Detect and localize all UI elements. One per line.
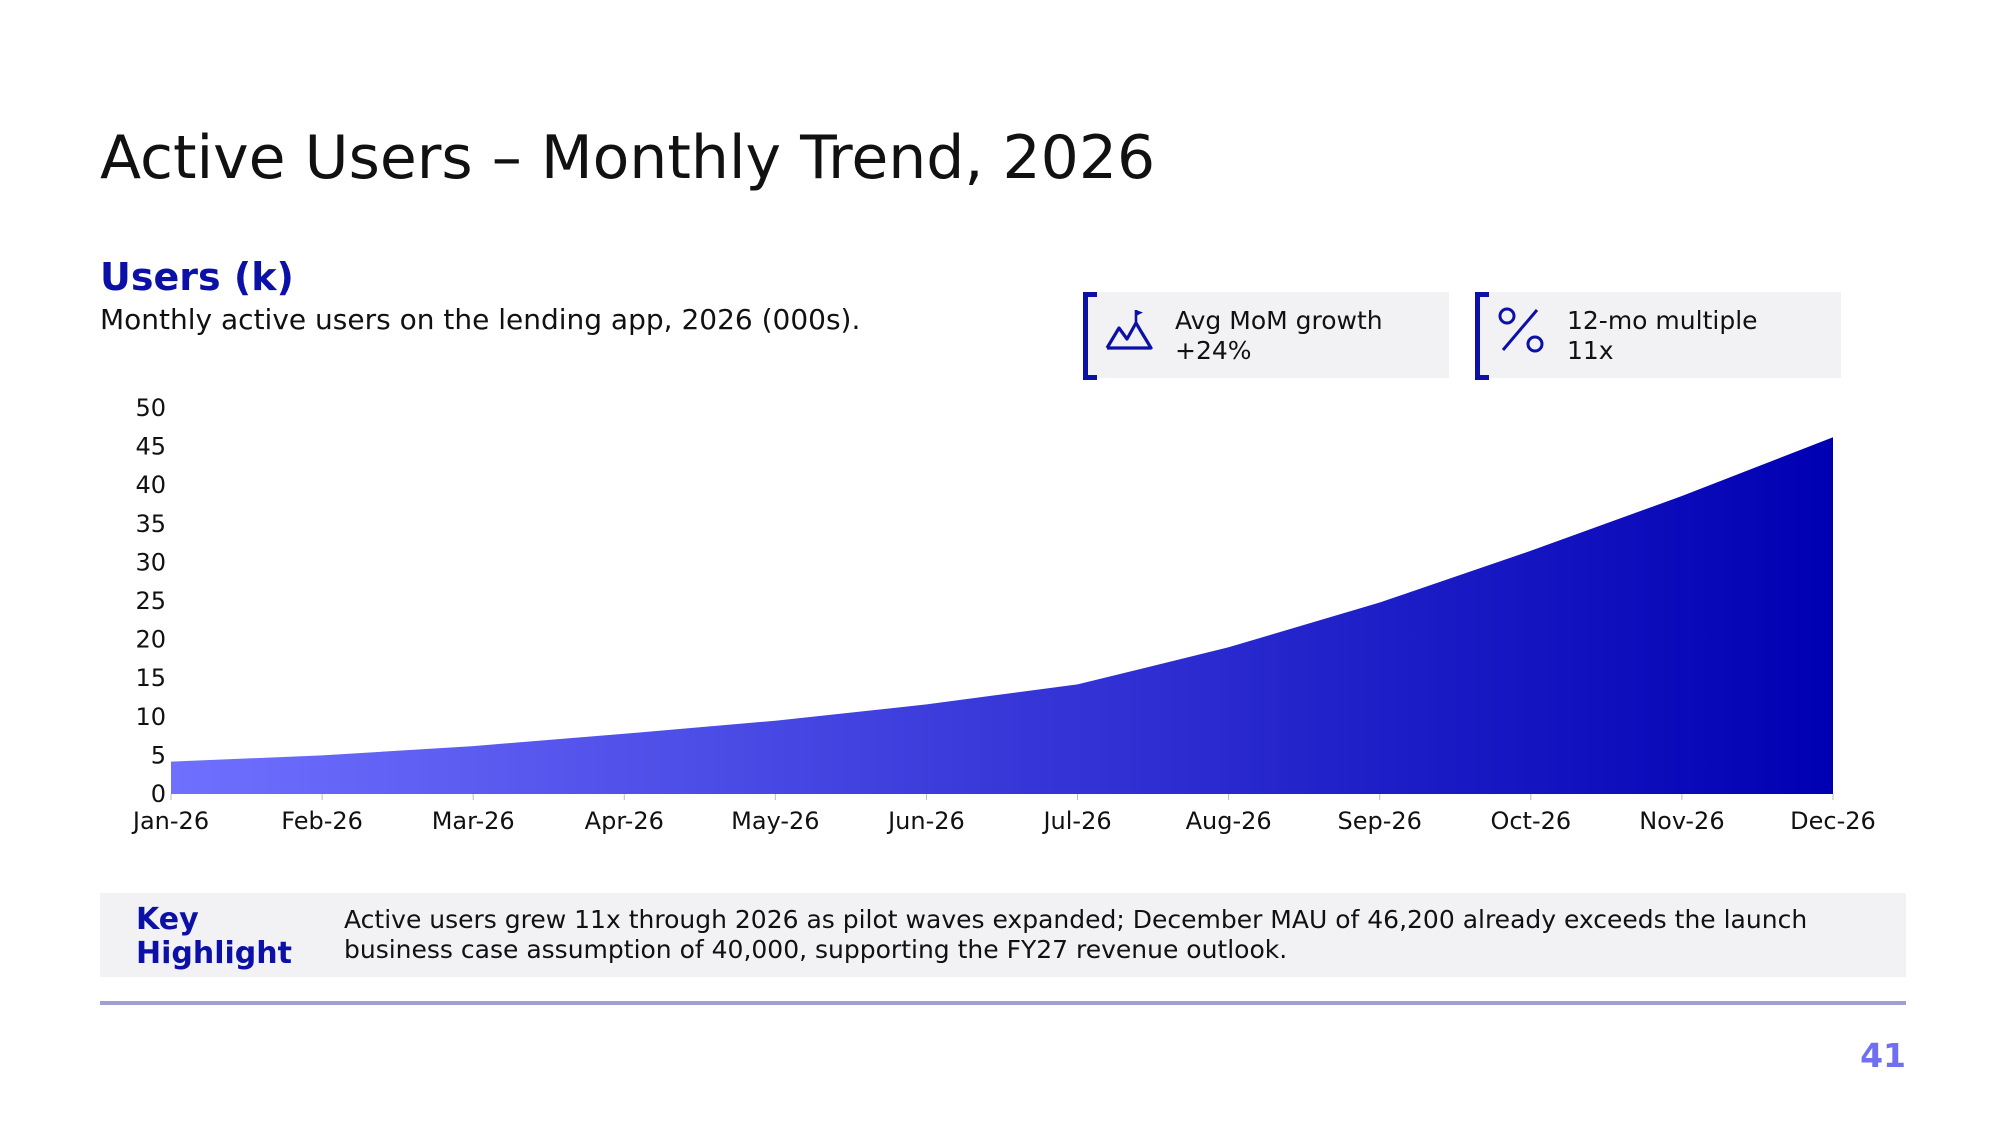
- x-tick-label: Mar-26: [432, 807, 515, 835]
- kpi-card-multiple: 12-mo multiple 11x: [1475, 292, 1841, 380]
- x-axis: Jan-26 Feb-26 Mar-26 Apr-26 May-26 Jun-26 Jul-…: [131, 794, 1876, 835]
- y-tick-label: 25: [135, 587, 166, 615]
- x-tick-label: Dec-26: [1790, 807, 1876, 835]
- kpi-value: 11x: [1567, 336, 1614, 365]
- y-tick-label: 50: [135, 394, 166, 422]
- kpi-value: +24%: [1175, 336, 1252, 365]
- kpi-label: Avg MoM growth: [1175, 306, 1383, 335]
- x-tick-label: Jun-26: [886, 807, 965, 835]
- y-tick-label: 45: [135, 433, 166, 461]
- y-tick-label: 40: [135, 471, 166, 499]
- y-tick-label: 5: [151, 741, 166, 769]
- x-tick-label: Oct-26: [1490, 807, 1571, 835]
- y-tick-label: 10: [135, 703, 166, 731]
- footer-rule: [100, 1001, 1906, 1005]
- kpi-bracket: [1475, 292, 1489, 380]
- x-tick-label: Nov-26: [1639, 807, 1724, 835]
- highlight-text: Active users grew 11x through 2026 as pi…: [344, 905, 1808, 964]
- y-tick-label: 35: [135, 510, 166, 538]
- section-title: Users (k): [100, 255, 294, 299]
- kpi-label: 12-mo multiple: [1567, 306, 1758, 335]
- x-tick-label: May-26: [731, 807, 819, 835]
- y-tick-label: 15: [135, 664, 166, 692]
- kpi-text: Avg MoM growth +24%: [1175, 306, 1383, 366]
- page-number: 41: [1860, 1036, 1906, 1075]
- kpi-card-growth: Avg MoM growth +24%: [1083, 292, 1449, 380]
- x-tick-label: Sep-26: [1338, 807, 1422, 835]
- x-tick-label: Feb-26: [281, 807, 363, 835]
- percent-icon: [1498, 307, 1544, 353]
- kpi-bracket: [1083, 292, 1097, 380]
- x-tick-label: Jul-26: [1041, 807, 1111, 835]
- slide-title: Active Users – Monthly Trend, 2026: [100, 123, 1156, 193]
- chart-subtitle: Monthly active users on the lending app,…: [100, 303, 861, 336]
- y-tick-label: 30: [135, 548, 166, 576]
- y-axis: 0 5 10 15 20 25 30 35 40 45 50: [135, 394, 166, 808]
- key-highlight-box: Key Highlight Active users grew 11x thro…: [100, 893, 1906, 977]
- kpi-text: 12-mo multiple 11x: [1567, 306, 1758, 366]
- x-tick-label: Aug-26: [1186, 807, 1272, 835]
- area-series: [171, 437, 1833, 794]
- y-tick-label: 0: [151, 780, 166, 808]
- y-tick-label: 20: [135, 626, 166, 654]
- x-tick-label: Jan-26: [131, 807, 209, 835]
- plot-area: [171, 437, 1833, 794]
- highlight-label: Key Highlight: [136, 902, 292, 971]
- x-tick-label: Apr-26: [585, 807, 664, 835]
- mountain-flag-icon: [1105, 310, 1153, 350]
- area-chart: 0 5 10 15 20 25 30 35 40 45 50 Jan-26 Feb-26 Mar-26 A…: [131, 394, 1876, 835]
